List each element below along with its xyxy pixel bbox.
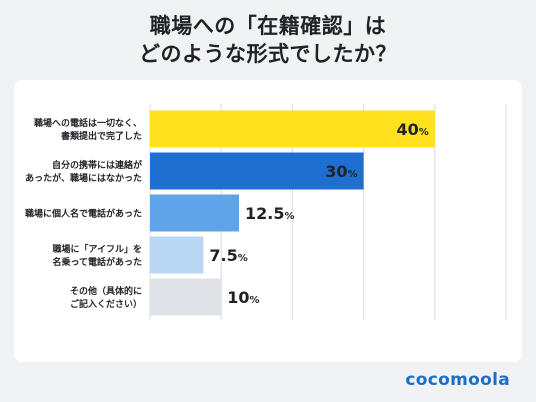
chart-title-line-2: どのような形式でしたか？ <box>139 42 397 66</box>
category-label-line: 職場に個人名で電話があった <box>25 208 142 220</box>
value-label: 30% <box>325 162 357 181</box>
category-label: 自分の携帯には連絡があったが、職場にはなかった <box>25 159 143 184</box>
bar <box>150 236 204 274</box>
value-label: 10% <box>227 288 259 307</box>
bar <box>150 152 364 190</box>
category-label-line: その他（具体的に <box>70 285 142 297</box>
value-label: 7.5% <box>209 246 247 265</box>
bar-chart: 職場への電話は一切なく、書類提出で完了した 40% 自分の携帯には連絡があったが、職… <box>25 104 507 320</box>
value-number: 7.5 <box>209 246 237 265</box>
bar <box>150 110 435 148</box>
category-label-line: あったが、職場にはなかった <box>25 172 142 184</box>
value-label: 40% <box>397 120 429 139</box>
value-number: 30 <box>325 162 347 181</box>
chart-title: 職場への「在籍確認」は どのような形式でしたか？ <box>0 12 536 68</box>
value-number: 12.5 <box>245 204 284 223</box>
value-unit: % <box>249 295 259 306</box>
value-number: 10 <box>227 288 249 307</box>
bar <box>150 278 222 316</box>
category-label-line: 書類提出で完了した <box>61 130 142 142</box>
category-label: 職場に「アイフル」を名乗って電話があった <box>52 243 142 268</box>
category-label: 職場に個人名で電話があった <box>25 208 142 220</box>
category-label-line: 職場に「アイフル」を <box>52 243 142 255</box>
value-unit: % <box>419 127 429 138</box>
brand-logo: cocomoola <box>405 370 510 390</box>
value-unit: % <box>238 253 248 264</box>
category-label-line: 自分の携帯には連絡が <box>52 159 143 171</box>
value-unit: % <box>284 211 294 222</box>
category-label: 職場への電話は一切なく、書類提出で完了した <box>34 117 142 142</box>
value-label: 12.5% <box>245 204 295 223</box>
category-label-line: ご記入ください） <box>70 298 142 310</box>
category-label: その他（具体的にご記入ください） <box>70 285 142 310</box>
category-label-line: 名乗って電話があった <box>52 256 142 268</box>
value-unit: % <box>348 169 358 180</box>
chart-title-line-1: 職場への「在籍確認」は <box>149 14 387 38</box>
chart-card: 職場への電話は一切なく、書類提出で完了した 40% 自分の携帯には連絡があったが、職… <box>14 80 522 362</box>
bar <box>150 194 239 232</box>
value-number: 40 <box>397 120 419 139</box>
category-label-line: 職場への電話は一切なく、 <box>34 117 142 129</box>
